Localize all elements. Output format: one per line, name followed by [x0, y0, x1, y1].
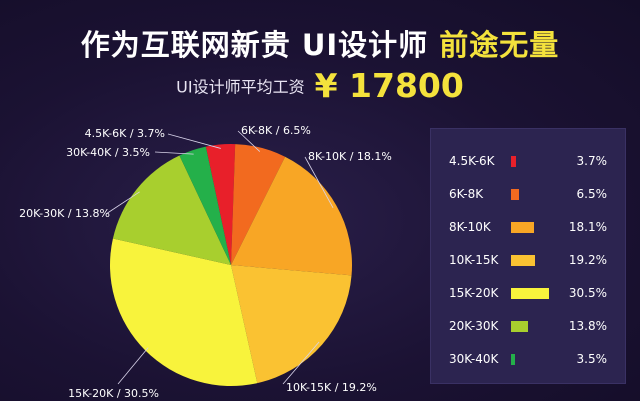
- legend-swatch: [511, 156, 516, 167]
- pie-slice-6K-8K: [231, 144, 286, 265]
- legend-swatch: [511, 354, 516, 365]
- pie-slice-8K-10K: [231, 156, 352, 276]
- legend-label: 15K-20K: [449, 286, 499, 300]
- legend-value: 19.2%: [568, 253, 607, 267]
- legend: 4.5K-6K 3.7% 6K-8K 6.5% 8K-10K 18.1% 10K-15K 19…: [430, 128, 626, 384]
- legend-item-15K-20K: 15K-20K 30.5%: [431, 284, 627, 304]
- leader-line-20K-30K: [105, 191, 140, 215]
- legend-swatch: [511, 255, 535, 266]
- leader-line-8K-10K: [304, 156, 334, 208]
- legend-item-4.5K-6K: 4.5K-6K 3.7%: [431, 152, 627, 172]
- legend-item-20K-30K: 20K-30K 13.8%: [431, 317, 627, 337]
- pie-slice-4.5K-6K: [205, 144, 236, 265]
- leader-line-10K-15K: [282, 341, 320, 385]
- leader-line-4.5K-6K: [167, 133, 221, 149]
- legend-item-6K-8K: 6K-8K 6.5%: [431, 185, 627, 205]
- legend-label: 10K-15K: [449, 253, 499, 267]
- page-title: 作为互联网新贵 UI设计师 前途无量: [0, 22, 640, 64]
- legend-swatch: [511, 288, 549, 299]
- average-salary-label: UI设计师平均工资: [176, 77, 305, 97]
- legend-value: 3.5%: [576, 352, 608, 366]
- leader-line-15K-20K: [117, 347, 149, 385]
- legend-item-10K-15K: 10K-15K 19.2%: [431, 251, 627, 271]
- slice-label-30K-40K: 30K-40K / 3.5%: [66, 146, 150, 159]
- legend-value: 13.8%: [568, 319, 607, 333]
- slice-label-4.5K-6K: 4.5K-6K / 3.7%: [85, 127, 165, 140]
- legend-item-30K-40K: 30K-40K 3.5%: [431, 350, 627, 370]
- legend-value: 18.1%: [568, 220, 607, 234]
- legend-item-8K-10K: 8K-10K 18.1%: [431, 218, 627, 238]
- legend-value: 6.5%: [576, 187, 608, 201]
- average-salary: UI设计师平均工资 ¥ 17800: [0, 66, 640, 105]
- legend-swatch: [511, 222, 534, 233]
- legend-swatch: [511, 321, 529, 332]
- legend-label: 8K-10K: [449, 220, 491, 234]
- leader-line-30K-40K: [154, 151, 194, 155]
- legend-label: 20K-30K: [449, 319, 499, 333]
- legend-value: 30.5%: [568, 286, 607, 300]
- slice-label-15K-20K: 15K-20K / 30.5%: [68, 387, 159, 400]
- leader-line-6K-8K: [237, 130, 261, 152]
- legend-label: 6K-8K: [449, 187, 484, 201]
- pie-slice-10K-15K: [231, 265, 352, 384]
- legend-label: 4.5K-6K: [449, 154, 495, 168]
- title-highlight: 前途无量: [439, 28, 560, 62]
- pie-slice-30K-40K: [179, 146, 231, 265]
- average-salary-value: ¥ 17800: [314, 66, 464, 105]
- slice-label-20K-30K: 20K-30K / 13.8%: [19, 207, 110, 220]
- slice-label-8K-10K: 8K-10K / 18.1%: [308, 150, 392, 163]
- slice-label-10K-15K: 10K-15K / 19.2%: [286, 381, 377, 394]
- legend-label: 30K-40K: [449, 352, 499, 366]
- legend-swatch: [511, 189, 520, 200]
- title-main: 作为互联网新贵 UI设计师: [80, 28, 440, 62]
- slice-label-6K-8K: 6K-8K / 6.5%: [241, 124, 311, 137]
- legend-value: 3.7%: [576, 154, 608, 168]
- pie-slice-20K-30K: [112, 155, 231, 265]
